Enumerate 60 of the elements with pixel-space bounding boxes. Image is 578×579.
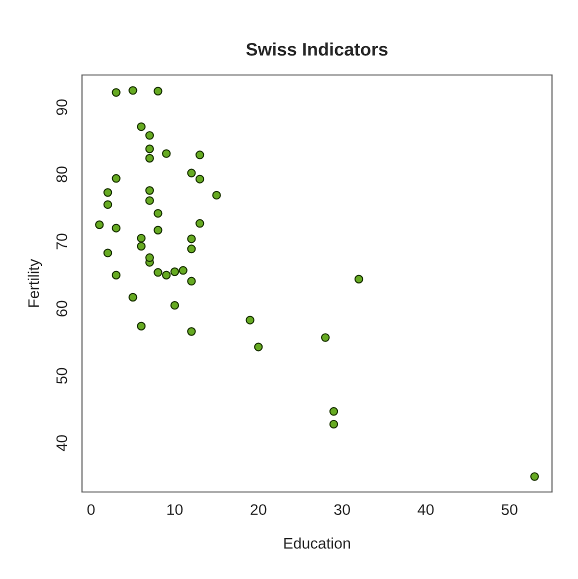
point <box>195 174 204 184</box>
y-tick-label: 90 <box>56 99 68 116</box>
point <box>254 342 263 352</box>
point <box>145 154 154 163</box>
point <box>321 333 330 342</box>
point <box>212 190 221 200</box>
chart-title: Swiss Indicators <box>246 42 388 56</box>
x-tick-label: 10 <box>167 504 183 516</box>
point <box>187 234 196 244</box>
point <box>112 270 121 280</box>
y-tick-label: 50 <box>56 368 68 384</box>
point <box>136 242 146 251</box>
point <box>170 267 180 276</box>
y-tick-label: 70 <box>56 234 68 250</box>
point <box>329 407 338 416</box>
point <box>162 270 171 280</box>
point <box>329 420 338 429</box>
point <box>145 186 154 195</box>
point <box>195 150 204 160</box>
x-tick-label: 30 <box>334 504 350 516</box>
x-tick-label: 20 <box>250 504 266 516</box>
point <box>95 220 104 230</box>
point <box>530 472 539 481</box>
point <box>178 266 188 275</box>
y-axis-title: Fertility <box>28 258 42 307</box>
point <box>136 234 146 243</box>
point <box>162 149 171 158</box>
point <box>195 219 204 228</box>
point <box>103 200 112 209</box>
point <box>103 188 112 197</box>
point <box>154 268 162 277</box>
point <box>187 244 196 254</box>
x-tick-label: 0 <box>87 504 95 516</box>
point <box>145 131 154 140</box>
point <box>103 248 112 258</box>
point <box>187 276 196 286</box>
point <box>170 300 180 310</box>
point <box>112 174 121 183</box>
y-tick-label: 80 <box>56 166 68 182</box>
y-tick-label: 40 <box>56 435 68 452</box>
point <box>187 327 196 336</box>
point <box>112 88 121 97</box>
point <box>128 292 138 302</box>
point <box>136 322 146 330</box>
point <box>128 86 138 95</box>
y-tick-label: 60 <box>56 300 68 316</box>
point <box>154 226 162 234</box>
point <box>145 196 154 205</box>
x-axis-title: Education <box>284 537 350 549</box>
point <box>246 316 254 324</box>
point <box>354 274 364 284</box>
point <box>187 168 196 178</box>
point <box>154 86 162 96</box>
point <box>154 208 162 218</box>
x-tick-label: 50 <box>502 504 518 516</box>
point <box>145 144 154 154</box>
x-tick-label: 40 <box>418 504 434 516</box>
point <box>112 224 121 232</box>
point <box>145 253 154 262</box>
point <box>136 122 146 132</box>
